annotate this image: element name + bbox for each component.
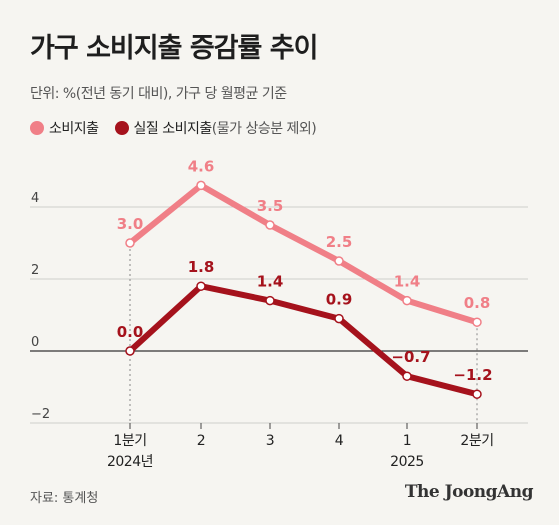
y-tick-label: 2 <box>31 263 39 278</box>
y-tick-label: −2 <box>31 407 50 422</box>
chart-subtitle: 단위: %(전년 동기 대비), 가구 당 월평균 기준 <box>30 86 287 102</box>
data-point <box>402 371 412 381</box>
legend-swatch-real-consumption <box>114 121 129 135</box>
y-tick-label: 4 <box>31 191 39 206</box>
data-point <box>472 317 482 327</box>
x-tick-label: 3 <box>266 433 274 449</box>
brand-logo: The JoongAng <box>404 482 534 502</box>
legend-label-real-consumption: 실질 소비지출 <box>133 121 213 137</box>
data-label: 1.8 <box>188 258 215 276</box>
data-label: 0.9 <box>326 291 353 309</box>
legend: 소비지출 실질 소비지출 (물가 상승분 제외) <box>30 118 332 138</box>
data-label: 3.5 <box>257 197 284 215</box>
data-label: 1.4 <box>257 273 284 291</box>
y-tick-label: 0 <box>31 335 39 350</box>
data-point <box>265 295 275 306</box>
data-point <box>472 389 482 399</box>
data-label: 4.6 <box>188 157 215 175</box>
x-tick-label: 2분기 <box>460 433 493 449</box>
x-tick-label: 1분기 <box>113 433 146 449</box>
x-tick-label: 1 <box>403 433 411 449</box>
source-note: 자료: 통계청 <box>30 491 99 506</box>
x-year-label: 2024년 <box>107 454 153 470</box>
data-point <box>196 180 206 191</box>
data-label: 3.0 <box>117 215 144 233</box>
data-point <box>265 220 275 230</box>
data-label: 2.5 <box>326 233 353 251</box>
legend-item-consumption: 소비지출 <box>30 118 99 138</box>
data-point <box>402 295 412 306</box>
chart-title: 가구 소비지출 증감률 추이 <box>30 33 318 64</box>
legend-note: (물가 상승분 제외) <box>211 121 317 137</box>
series-line <box>127 182 480 326</box>
data-label: 1.4 <box>394 273 421 291</box>
legend-item-real-consumption: 실질 소비지출 (물가 상승분 제외) <box>114 118 317 138</box>
legend-swatch-consumption <box>30 121 44 135</box>
data-label: 0.0 <box>117 323 144 341</box>
series-line <box>127 283 480 398</box>
legend-label-consumption: 소비지출 <box>49 121 99 137</box>
data-label: −1.2 <box>453 366 492 384</box>
data-point <box>196 281 206 291</box>
data-point <box>125 238 135 248</box>
data-point <box>125 346 135 356</box>
data-point <box>334 256 344 266</box>
data-label: −0.7 <box>391 348 430 366</box>
data-label: 0.8 <box>464 294 491 312</box>
x-year-label: 2025 <box>390 454 424 470</box>
data-point <box>334 313 344 324</box>
x-tick-label: 4 <box>335 433 344 449</box>
x-tick-label: 2 <box>197 433 205 449</box>
